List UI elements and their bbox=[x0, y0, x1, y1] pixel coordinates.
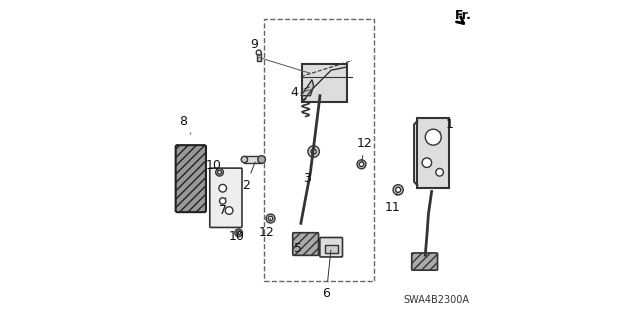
FancyBboxPatch shape bbox=[292, 233, 319, 255]
Ellipse shape bbox=[256, 50, 261, 55]
FancyBboxPatch shape bbox=[412, 253, 438, 270]
Polygon shape bbox=[301, 80, 314, 96]
Ellipse shape bbox=[241, 156, 248, 163]
Text: 9: 9 bbox=[251, 38, 259, 54]
Text: 3: 3 bbox=[303, 156, 313, 185]
Text: 7: 7 bbox=[219, 198, 227, 217]
FancyBboxPatch shape bbox=[210, 168, 242, 227]
Text: 6: 6 bbox=[323, 250, 331, 300]
Text: 10: 10 bbox=[228, 230, 244, 242]
Bar bbox=[303, 64, 347, 102]
Ellipse shape bbox=[357, 160, 366, 169]
Text: 10: 10 bbox=[206, 160, 222, 172]
Text: Fr.: Fr. bbox=[455, 9, 472, 22]
Bar bbox=[264, 19, 374, 281]
Ellipse shape bbox=[436, 168, 444, 176]
Ellipse shape bbox=[258, 156, 266, 163]
Text: SWA4B2300A: SWA4B2300A bbox=[403, 295, 469, 305]
Ellipse shape bbox=[311, 149, 316, 154]
FancyBboxPatch shape bbox=[320, 237, 342, 257]
Ellipse shape bbox=[218, 170, 221, 174]
Ellipse shape bbox=[268, 216, 273, 221]
FancyBboxPatch shape bbox=[175, 145, 206, 212]
Text: 5: 5 bbox=[294, 242, 306, 255]
Ellipse shape bbox=[308, 146, 319, 157]
Ellipse shape bbox=[220, 198, 226, 204]
Ellipse shape bbox=[266, 214, 275, 223]
Text: 12: 12 bbox=[259, 219, 275, 239]
Ellipse shape bbox=[359, 162, 364, 167]
Text: 12: 12 bbox=[356, 137, 372, 161]
Text: 11: 11 bbox=[385, 192, 401, 214]
Text: 2: 2 bbox=[242, 162, 255, 191]
Ellipse shape bbox=[237, 231, 241, 235]
Ellipse shape bbox=[393, 185, 403, 195]
Bar bbox=[417, 118, 449, 188]
Ellipse shape bbox=[235, 229, 243, 237]
Ellipse shape bbox=[219, 184, 227, 192]
Ellipse shape bbox=[396, 187, 401, 192]
Bar bbox=[257, 54, 260, 62]
Text: 8: 8 bbox=[179, 115, 191, 134]
Text: 1: 1 bbox=[440, 118, 453, 132]
Ellipse shape bbox=[225, 207, 233, 214]
Text: 4: 4 bbox=[291, 86, 309, 99]
Bar bbox=[244, 156, 262, 164]
Bar bbox=[324, 245, 337, 253]
Ellipse shape bbox=[422, 158, 431, 167]
Ellipse shape bbox=[425, 129, 441, 145]
Ellipse shape bbox=[216, 168, 223, 176]
